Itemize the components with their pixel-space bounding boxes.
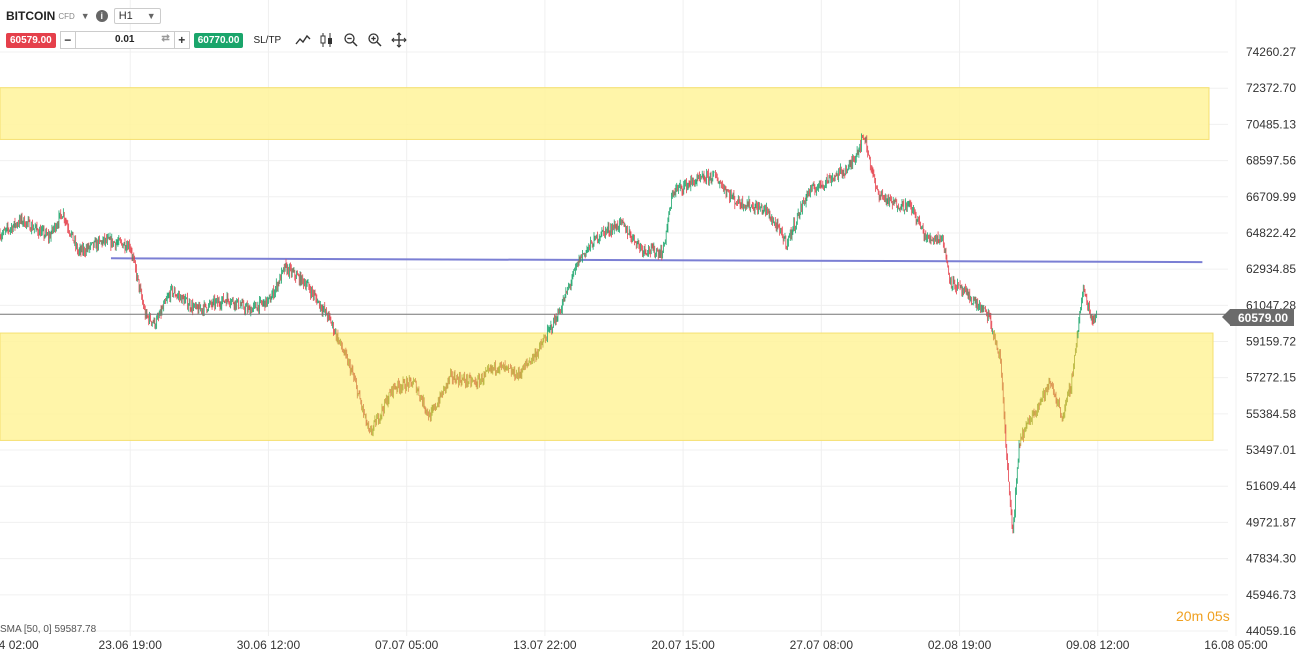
x-tick-label: 20.07 15:00: [651, 638, 715, 652]
zone-rect: [0, 332, 1214, 441]
sell-button[interactable]: 60579.00: [6, 32, 56, 48]
quantity-stepper: − 0.01 ⇄ +: [59, 31, 190, 49]
quantity-input[interactable]: 0.01 ⇄: [74, 32, 175, 48]
y-tick-label: 51609.44: [1246, 479, 1296, 493]
trendline-segment[interactable]: [110, 257, 1203, 264]
y-tick-label: 72372.70: [1246, 81, 1296, 95]
timeframe-value: H1: [118, 10, 133, 22]
zoom-out-icon[interactable]: [343, 32, 359, 48]
y-tick-label: 62934.85: [1246, 262, 1296, 276]
chevron-down-icon[interactable]: ▼: [80, 11, 90, 21]
zoom-in-icon[interactable]: [367, 32, 383, 48]
timer-seconds: 05s: [1207, 608, 1230, 624]
y-tick-label: 45946.73: [1246, 588, 1296, 602]
y-tick-label: 49721.87: [1246, 515, 1296, 529]
timeframe-select[interactable]: H1 ▼: [113, 8, 161, 24]
y-tick-label: 57272.15: [1246, 371, 1296, 385]
y-tick-label: 64822.42: [1246, 226, 1296, 240]
y-tick-label: 66709.99: [1246, 190, 1296, 204]
y-tick-label: 44059.16: [1246, 624, 1296, 638]
candlestick-icon[interactable]: [319, 32, 335, 48]
y-tick-label: 59159.72: [1246, 334, 1296, 348]
resistance-zones: [0, 87, 1214, 441]
buy-button[interactable]: 60770.00: [193, 32, 244, 48]
line-chart-icon[interactable]: [295, 32, 311, 48]
candle-countdown: 20m 05s: [1176, 608, 1230, 624]
x-tick-label: 16.08 05:00: [1204, 638, 1268, 652]
y-tick-label: 68597.56: [1246, 154, 1296, 168]
info-icon[interactable]: i: [95, 10, 108, 22]
sma-indicator-label[interactable]: SMA [50, 0] 59587.78: [0, 624, 96, 635]
timer-minutes: 20m: [1176, 608, 1204, 624]
sltp-button[interactable]: SL/TP: [253, 34, 282, 46]
crosshair-icon[interactable]: [391, 32, 407, 48]
x-tick-label: 27.07 08:00: [790, 638, 854, 652]
x-tick-label: 30.06 12:00: [237, 638, 301, 652]
current-price-value: 60579.00: [1238, 310, 1289, 325]
x-tick-label: 17.06.2024 02:00: [0, 638, 39, 652]
sma-value: SMA [50, 0] 59587.78: [0, 624, 97, 635]
y-tick-label: 53497.01: [1246, 443, 1296, 457]
quantity-value: 0.01: [114, 34, 135, 45]
candles: [0, 133, 1097, 534]
symbol-name[interactable]: BITCOIN: [6, 9, 56, 23]
decrease-button[interactable]: −: [64, 33, 72, 47]
x-tick-label: 13.07 22:00: [513, 638, 577, 652]
price-axis[interactable]: 74260.27 72372.70 70485.13 68597.56 66709.99…: [1246, 45, 1296, 638]
chevron-down-icon: ▼: [146, 11, 156, 21]
trade-panel: 60579.00 − 0.01 ⇄ + 60770.00 SL/TP: [6, 31, 407, 49]
x-tick-label: 09.08 12:00: [1066, 638, 1130, 652]
y-tick-label: 61047.28: [1246, 298, 1296, 312]
time-axis[interactable]: 17.06.2024 02:00 23.06 19:00 30.06 12:00 07…: [0, 638, 1268, 652]
x-tick-label: 02.08 19:00: [928, 638, 992, 652]
x-tick-label: 07.07 05:00: [375, 638, 439, 652]
y-tick-label: 47834.30: [1246, 552, 1296, 566]
y-tick-label: 55384.58: [1246, 407, 1296, 421]
swap-icon[interactable]: ⇄: [161, 33, 170, 44]
symbol-type: CFD: [58, 11, 75, 21]
y-tick-label: 70485.13: [1246, 117, 1296, 131]
symbol-toolbar: BITCOIN CFD ▼ i H1 ▼: [6, 6, 161, 26]
current-price-tag: 60579.00: [1221, 309, 1295, 326]
zone-rect: [0, 87, 1210, 140]
chart-tools: [295, 32, 407, 48]
y-tick-label: 74260.27: [1246, 45, 1296, 59]
trendline[interactable]: [110, 257, 1203, 264]
increase-button[interactable]: +: [178, 33, 186, 47]
x-tick-label: 23.06 19:00: [99, 638, 163, 652]
